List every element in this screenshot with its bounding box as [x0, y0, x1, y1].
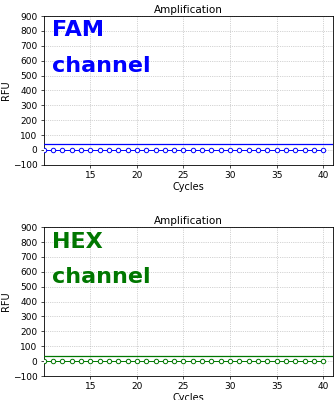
Title: Amplification: Amplification: [154, 216, 222, 226]
Text: channel: channel: [52, 56, 151, 76]
Y-axis label: RFU: RFU: [1, 292, 11, 312]
Title: Amplification: Amplification: [154, 5, 222, 15]
Text: channel: channel: [52, 268, 151, 288]
Y-axis label: RFU: RFU: [1, 80, 11, 100]
X-axis label: Cycles: Cycles: [172, 182, 204, 192]
Text: HEX: HEX: [52, 232, 103, 252]
X-axis label: Cycles: Cycles: [172, 393, 204, 400]
Text: FAM: FAM: [52, 20, 104, 40]
